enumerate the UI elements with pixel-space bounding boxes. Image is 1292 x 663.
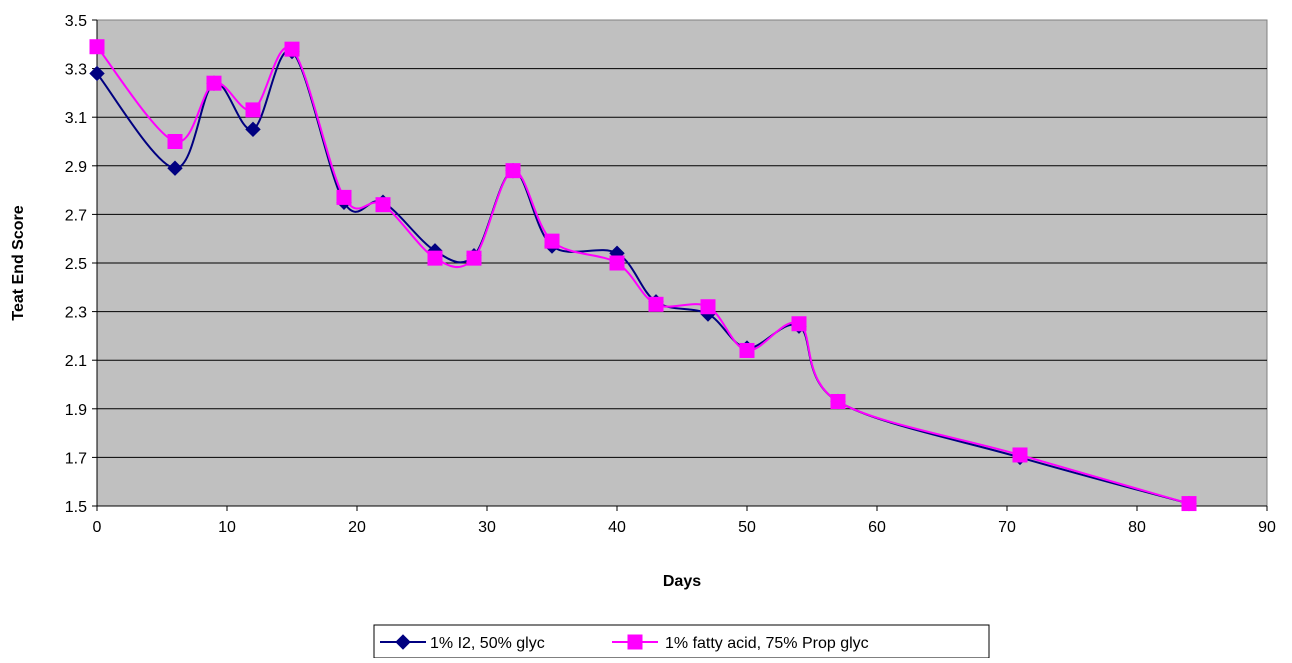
x-tick-label: 20 [348,519,366,536]
x-tick-label: 0 [93,519,102,536]
series-2-square-marker [544,233,560,249]
series-2-square-marker [609,255,625,271]
y-tick-label: 1.5 [65,499,87,516]
legend-square-marker [627,634,643,650]
y-tick-label: 3.3 [65,62,87,79]
series-2-square-marker [167,134,183,149]
series-2-square-marker [1181,496,1197,512]
series-2-square-marker [206,75,222,91]
legend-label-2: 1% fatty acid, 75% Prop glyc [665,635,869,652]
series-1-diamond-marker [245,121,261,138]
x-axis-title: Days [663,573,701,590]
series-2-square-marker [830,394,846,410]
legend-diamond-marker [395,634,411,650]
series-2-square-marker [336,189,352,205]
x-tick-label: 10 [218,519,236,536]
series-2-square-marker [375,197,391,213]
y-tick-label: 2.9 [65,159,87,176]
x-tick-label: 70 [998,519,1016,536]
y-tick-label: 2.5 [65,256,87,273]
y-tick-label: 3.5 [65,13,87,30]
x-tick-label: 80 [1128,519,1146,536]
series-2-square-marker [700,299,716,315]
y-axis-title: Teat End Score [10,205,27,320]
series-2-square-marker [1012,447,1028,463]
series-1-diamond-marker [167,160,183,176]
series-2-square-marker [89,39,105,55]
legend-box [373,624,990,659]
legend: 1% I2, 50% glyc 1% fatty acid, 75% Prop g… [373,624,990,659]
series-2-square-marker [466,250,482,266]
legend-label-1: 1% I2, 50% glyc [430,635,545,652]
series-2-square-marker [739,342,755,358]
series-1-diamond-marker [89,65,105,82]
x-tick-label: 90 [1258,519,1276,536]
series-2-square-marker [505,163,521,179]
series-2-square-marker [284,41,300,57]
y-tick-label: 2.7 [65,207,87,224]
x-tick-label: 50 [738,519,756,536]
series-2-square-marker [648,296,664,312]
x-tick-label: 60 [868,519,886,536]
series-2-square-marker [427,250,443,266]
y-tick-label: 3.1 [65,110,87,127]
series-2-square-marker [245,102,261,118]
series-2 [89,39,1197,512]
y-tick-label: 1.7 [65,450,87,467]
y-tick-label: 2.1 [65,353,87,370]
series-2-square-marker [791,316,807,332]
series-layer [89,39,1197,512]
y-tick-label: 2.3 [65,305,87,322]
y-tick-label: 1.9 [65,402,87,419]
x-tick-label: 40 [608,519,626,536]
x-tick-label: 30 [478,519,496,536]
axes: 1.5 1.7 1.9 2.1 2.3 2.5 2.7 2.9 3.1 3.3 3.5 0 10 20 30… [65,13,1276,536]
gridlines [97,68,1267,458]
